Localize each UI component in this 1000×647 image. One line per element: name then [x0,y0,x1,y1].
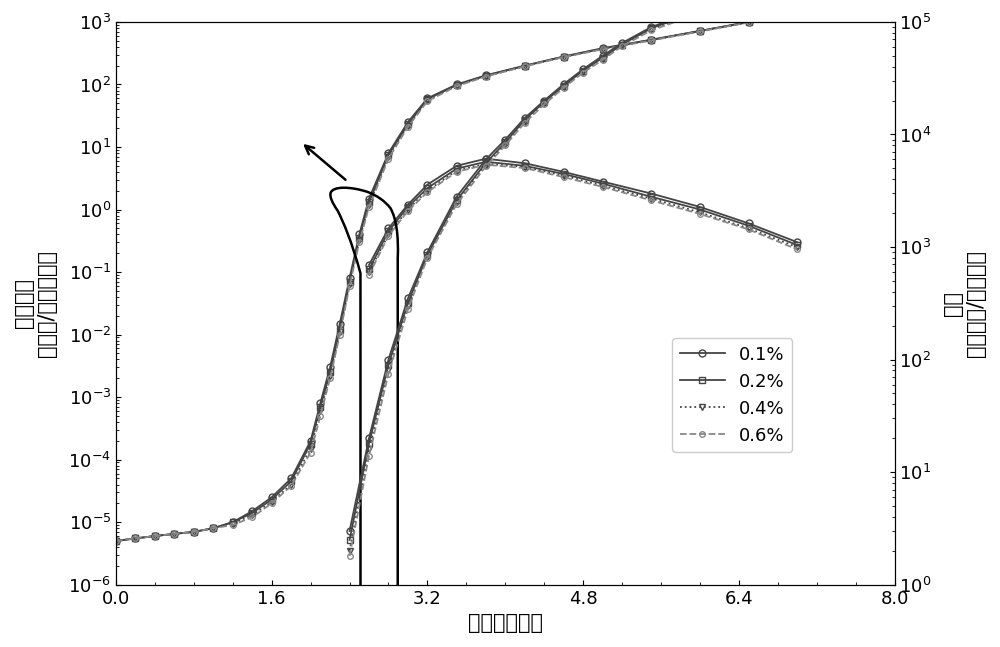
Y-axis label: 亮度
（坤德拉/平方米）: 亮度 （坤德拉/平方米） [943,250,986,356]
Y-axis label: 电流密度
（毫安/平方厘米）: 电流密度 （毫安/平方厘米） [14,250,57,356]
X-axis label: 电压（伏特）: 电压（伏特） [468,613,543,633]
Legend: 0.1%, 0.2%, 0.4%, 0.6%: 0.1%, 0.2%, 0.4%, 0.6% [672,338,792,452]
